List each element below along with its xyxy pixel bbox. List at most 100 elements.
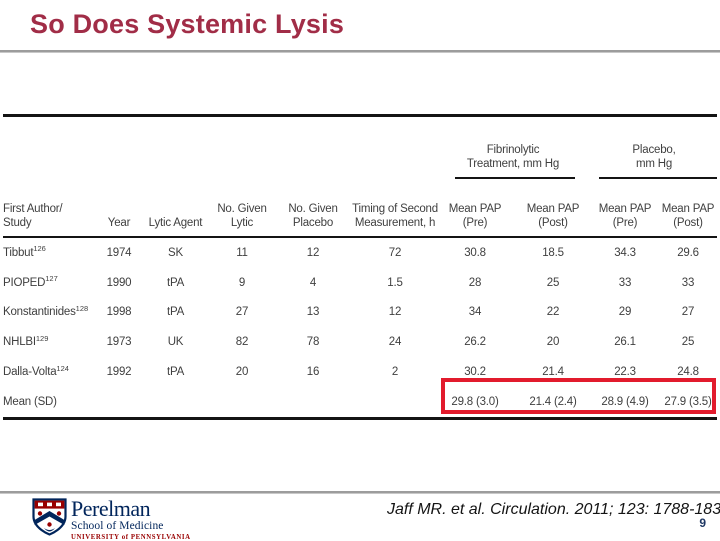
group-header-fibrinolytic: Fibrinolytic Treatment, mm Hg [435, 117, 591, 179]
year-cell [100, 387, 138, 417]
fib-post-cell: 20 [515, 327, 591, 357]
footer-divider-line [0, 491, 720, 494]
year-cell: 1992 [100, 357, 138, 387]
n-placebo-cell: 12 [271, 238, 355, 268]
logo-text-block: Perelman School of Medicine UNIVERSITY o… [71, 498, 191, 541]
fib-post-cell: 18.5 [515, 238, 591, 268]
header-line: First Author/ [3, 203, 62, 217]
header-line: No. Given [217, 203, 266, 217]
group-header-placebo: Placebo, mm Hg [591, 117, 717, 179]
header-line: Timing of Second [352, 203, 438, 217]
reference-superscript: 127 [45, 274, 58, 283]
timing-cell: 1.5 [355, 268, 435, 298]
fib-pre-cell: 34 [435, 298, 515, 328]
column-header-no-given-lytic: No. Given Lytic [213, 179, 271, 236]
logo-name: Perelman [71, 498, 191, 520]
column-header-year: Year [100, 179, 138, 236]
n-lytic-cell: 11 [213, 238, 271, 268]
plc-pre-cell: 26.1 [591, 327, 659, 357]
plc-post-cell: 25 [659, 327, 717, 357]
plc-post-cell: 27 [659, 298, 717, 328]
study-name: PIOPED [3, 277, 45, 289]
penn-shield-icon [32, 498, 67, 537]
table-header-row: First Author/ Study Year Lytic Agent No.… [3, 179, 717, 238]
fib-pre-cell: 26.2 [435, 327, 515, 357]
header-line: Mean PAP [662, 203, 715, 217]
group-header-line: Fibrinolytic [487, 143, 540, 157]
header-line: Measurement, h [355, 217, 435, 231]
header-line: Lytic [231, 217, 253, 231]
n-placebo-cell: 78 [271, 327, 355, 357]
timing-cell: 2 [355, 357, 435, 387]
year-cell: 1990 [100, 268, 138, 298]
reference-superscript: 126 [33, 244, 46, 253]
group-header-line: Placebo, [632, 143, 675, 157]
header-line: No. Given [288, 203, 337, 217]
n-lytic-cell: 27 [213, 298, 271, 328]
table-group-header-row: Fibrinolytic Treatment, mm Hg Placebo, m… [3, 117, 717, 179]
title-divider-line [0, 50, 720, 53]
header-line: (Pre) [463, 217, 488, 231]
timing-cell [355, 387, 435, 417]
header-line: Placebo [293, 217, 333, 231]
n-placebo-cell: 16 [271, 357, 355, 387]
lysis-trials-table: Fibrinolytic Treatment, mm Hg Placebo, m… [3, 114, 717, 420]
fib-post-cell: 25 [515, 268, 591, 298]
header-line: Year [108, 217, 130, 231]
plc-pre-cell: 34.3 [591, 238, 659, 268]
study-name: NHLBI [3, 336, 36, 348]
citation-text: Jaff MR. et al. Circulation. 2011; 123: … [387, 501, 720, 519]
n-lytic-cell [213, 387, 271, 417]
group-underline-fibrinolytic [455, 177, 575, 179]
header-line: (Post) [538, 217, 567, 231]
column-header-fib-post: Mean PAP (Post) [515, 179, 591, 236]
column-header-study: First Author/ Study [3, 179, 100, 236]
agent-cell [138, 387, 213, 417]
header-line: Mean PAP [599, 203, 652, 217]
group-header-line: Treatment, mm Hg [467, 157, 559, 171]
header-line: Mean PAP [527, 203, 580, 217]
reference-superscript: 128 [76, 304, 89, 313]
agent-cell: tPA [138, 268, 213, 298]
year-cell: 1974 [100, 238, 138, 268]
timing-cell: 12 [355, 298, 435, 328]
reference-superscript: 124 [56, 364, 69, 373]
n-lytic-cell: 82 [213, 327, 271, 357]
header-line: Lytic Agent [149, 217, 203, 231]
study-name: Tibbut [3, 247, 33, 259]
column-header-no-given-placebo: No. Given Placebo [271, 179, 355, 236]
header-line: (Pre) [613, 217, 638, 231]
logo-university: UNIVERSITY of PENNSYLVANIA [71, 535, 191, 541]
n-placebo-cell [271, 387, 355, 417]
column-header-fib-pre: Mean PAP (Pre) [435, 179, 515, 236]
column-header-lytic-agent: Lytic Agent [138, 179, 213, 236]
column-header-plc-pre: Mean PAP (Pre) [591, 179, 659, 236]
logo-school: School of Medicine [71, 521, 191, 533]
plc-post-cell: 33 [659, 268, 717, 298]
fib-pre-cell: 28 [435, 268, 515, 298]
agent-cell: UK [138, 327, 213, 357]
slide-title: So Does Systemic Lysis [30, 9, 344, 40]
column-header-timing: Timing of Second Measurement, h [355, 179, 435, 236]
group-header-line: mm Hg [636, 157, 672, 171]
timing-cell: 72 [355, 238, 435, 268]
highlight-box [441, 378, 716, 414]
header-line: (Post) [673, 217, 702, 231]
timing-cell: 24 [355, 327, 435, 357]
n-placebo-cell: 13 [271, 298, 355, 328]
n-lytic-cell: 20 [213, 357, 271, 387]
group-underline-placebo [599, 177, 717, 179]
fib-post-cell: 22 [515, 298, 591, 328]
plc-post-cell: 29.6 [659, 238, 717, 268]
header-line: Mean PAP [449, 203, 502, 217]
study-name: Dalla-Volta [3, 366, 56, 378]
reference-superscript: 129 [36, 334, 49, 343]
page-number: 9 [699, 516, 706, 530]
column-header-plc-post: Mean PAP (Post) [659, 179, 717, 236]
fib-pre-cell: 30.8 [435, 238, 515, 268]
